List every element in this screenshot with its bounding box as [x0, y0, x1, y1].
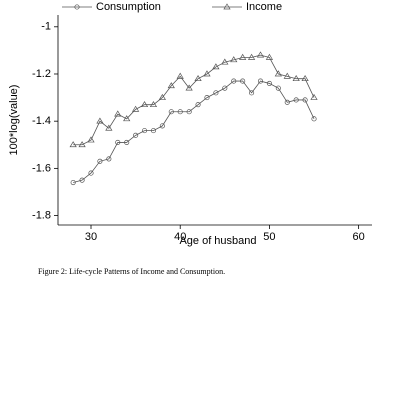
marker	[256, 51, 265, 58]
series-line	[73, 54, 315, 146]
marker	[167, 82, 175, 89]
marker	[283, 72, 291, 79]
marker	[275, 85, 281, 91]
caption: Figure 2: Life-cycle Patterns of Income …	[38, 267, 225, 276]
marker	[140, 100, 149, 108]
marker	[213, 90, 219, 96]
marker	[87, 136, 95, 143]
marker	[195, 102, 201, 108]
marker	[239, 53, 247, 60]
marker	[177, 109, 183, 115]
marker	[131, 105, 140, 112]
marker	[265, 53, 274, 60]
series-line	[73, 80, 315, 183]
y-tick-label: -1	[41, 21, 51, 33]
marker	[150, 128, 156, 134]
x-tick-label: 60	[352, 231, 364, 243]
marker	[292, 75, 300, 82]
marker	[204, 95, 210, 101]
marker	[194, 75, 202, 82]
marker	[74, 4, 80, 10]
marker	[70, 179, 76, 186]
marker	[123, 115, 131, 122]
x-axis-label: Age of husband	[179, 235, 256, 247]
marker	[212, 63, 220, 70]
marker	[186, 109, 192, 115]
y-tick-label: -1.4	[32, 115, 51, 127]
marker	[311, 116, 317, 122]
marker	[124, 139, 130, 145]
marker	[141, 128, 148, 134]
marker	[249, 90, 255, 96]
marker	[114, 110, 122, 117]
marker	[105, 124, 113, 131]
marker	[284, 99, 290, 105]
marker	[231, 78, 237, 84]
x-tick-label: 30	[85, 231, 97, 243]
marker	[97, 158, 103, 164]
marker	[96, 117, 104, 124]
marker	[78, 141, 86, 148]
marker	[247, 53, 256, 60]
legend-label: Consumption	[96, 1, 161, 13]
marker	[203, 70, 211, 77]
marker	[69, 141, 77, 148]
marker	[223, 3, 231, 10]
marker	[301, 75, 309, 82]
marker	[158, 93, 166, 100]
marker	[106, 156, 112, 162]
marker	[257, 78, 264, 84]
x-tick-label: 50	[263, 231, 275, 243]
y-axis-label: 100*log(value)	[8, 85, 20, 156]
marker	[302, 97, 308, 103]
marker	[88, 170, 94, 176]
marker	[185, 84, 193, 91]
legend-label: Income	[246, 1, 282, 13]
marker	[293, 97, 299, 103]
marker	[310, 93, 318, 100]
marker	[274, 70, 282, 77]
marker	[176, 72, 184, 79]
marker	[159, 123, 165, 129]
marker	[149, 100, 158, 108]
marker	[221, 58, 229, 65]
marker	[230, 56, 238, 63]
marker	[266, 80, 272, 86]
y-tick-label: -1.8	[32, 209, 51, 221]
marker	[240, 78, 246, 84]
y-tick-label: -1.6	[32, 162, 51, 174]
x-tick-label: 40	[174, 231, 186, 243]
marker	[79, 177, 85, 183]
y-tick-label: -1.2	[32, 68, 51, 80]
marker	[115, 139, 121, 145]
marker	[168, 109, 174, 115]
marker	[133, 132, 139, 138]
marker	[222, 85, 228, 91]
